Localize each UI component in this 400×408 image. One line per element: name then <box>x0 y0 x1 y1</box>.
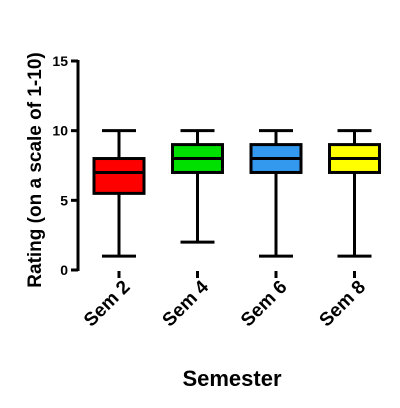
box-sem-4 <box>171 129 224 244</box>
x-tick-label: Sem 8 <box>316 277 370 331</box>
x-axis-labels: Sem 2 Sem 4 Sem 6 Sem 8 <box>80 271 370 331</box>
y-tick-label: 15 <box>52 53 68 69</box>
box-sem-6 <box>249 129 303 258</box>
y-tick-label: 5 <box>60 192 68 208</box>
box-sem-8 <box>328 129 381 258</box>
y-axis-title-group: Rating (on a scale of 1-10) <box>25 52 46 287</box>
y-axis-title: Rating (on a scale of 1-10) <box>25 52 46 287</box>
y-tick-label: 0 <box>60 262 68 278</box>
box-sem-2 <box>92 129 146 258</box>
x-tick-label: Sem 4 <box>159 276 214 331</box>
box-body <box>92 157 146 195</box>
x-tick-label: Sem 2 <box>80 277 134 331</box>
y-tick-label: 10 <box>52 123 68 139</box>
x-tick-label: Sem 6 <box>237 277 291 331</box>
y-axis-ticks: 0 5 10 15 <box>52 53 78 278</box>
boxes <box>92 129 381 258</box>
x-axis-title: Semester <box>182 366 282 391</box>
